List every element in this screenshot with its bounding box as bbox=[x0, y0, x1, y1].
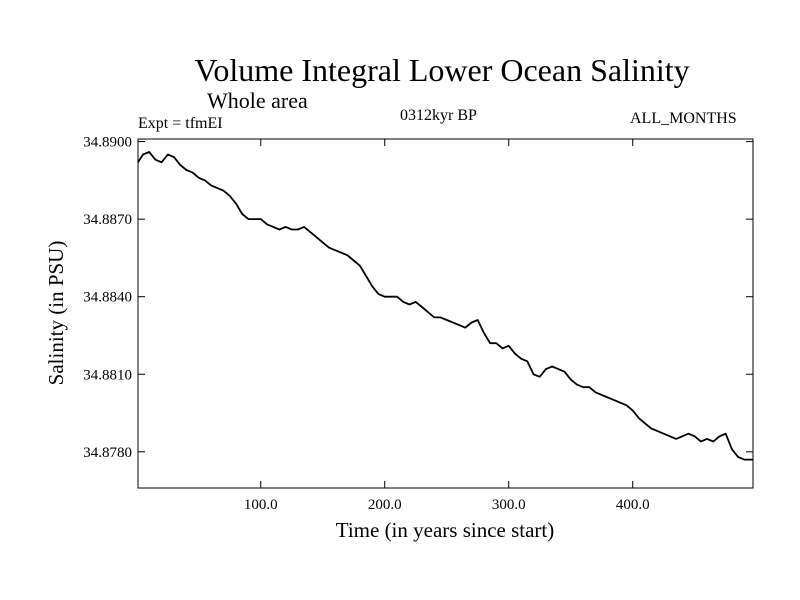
x-axis-label: Time (in years since start) bbox=[336, 518, 555, 542]
series-layer bbox=[137, 150, 753, 461]
x-tick-label: 300.0 bbox=[492, 497, 526, 513]
x-tick-label: 200.0 bbox=[368, 497, 402, 513]
y-tick-label: 34.8780 bbox=[83, 445, 132, 461]
x-axis: 100.0 200.0 300.0 400.0 bbox=[244, 139, 650, 513]
plot-frame bbox=[137, 138, 754, 489]
y-tick-label: 34.8900 bbox=[83, 135, 132, 151]
months-label: ALL_MONTHS bbox=[630, 110, 737, 127]
chart-title: Volume Integral Lower Ocean Salinity bbox=[194, 52, 690, 88]
x-tick-label: 100.0 bbox=[244, 497, 278, 513]
chart-subtitle: Whole area bbox=[207, 88, 308, 113]
y-tick-label: 34.8840 bbox=[83, 290, 132, 306]
y-tick-label: 34.8810 bbox=[83, 367, 132, 383]
period-label: 0312kyr BP bbox=[400, 107, 477, 124]
x-tick-label: 400.0 bbox=[616, 497, 650, 513]
experiment-label: Expt = tfmEI bbox=[138, 115, 223, 132]
y-axis: 34.8780 34.8810 34.8840 34.8870 34.8900 bbox=[83, 135, 753, 461]
y-axis-label: Salinity (in PSU) bbox=[44, 241, 68, 386]
y-tick-label: 34.8870 bbox=[83, 212, 132, 228]
series-line bbox=[137, 150, 753, 461]
